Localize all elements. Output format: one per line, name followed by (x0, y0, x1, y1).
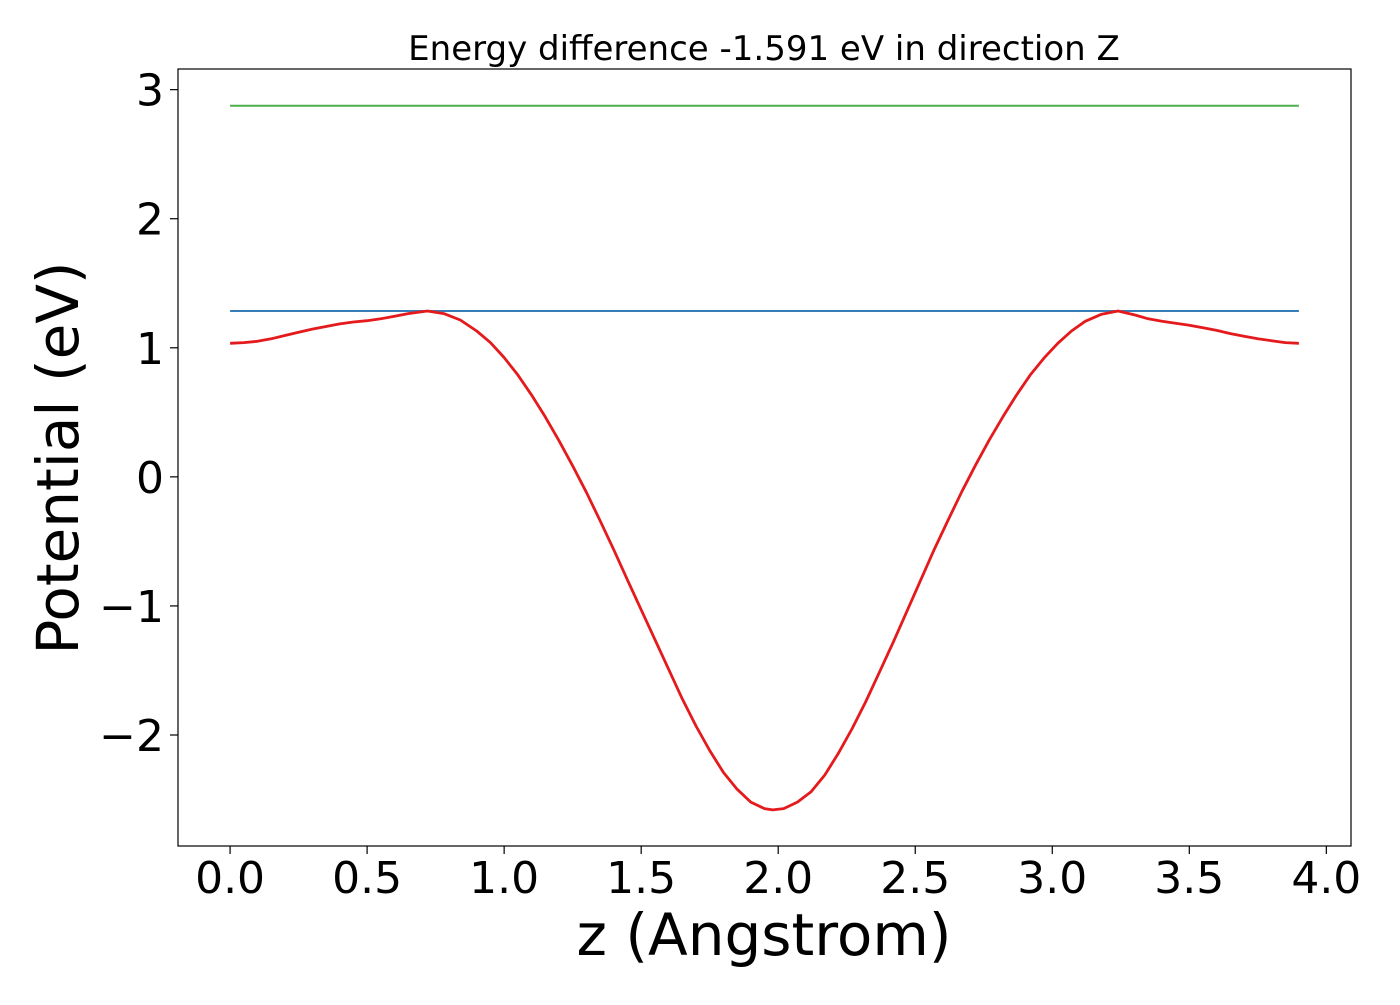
series-line-potential (230, 309, 1299, 812)
y-tick-label: 0 (136, 453, 164, 504)
x-tick-label: 1.5 (606, 853, 676, 904)
x-axis-label: z (Angstrom) (577, 901, 952, 969)
y-axis-label: Potential (eV) (24, 261, 92, 654)
x-tick-label: 3.5 (1154, 853, 1224, 904)
y-tick-label: 1 (136, 324, 164, 375)
y-axis: −2 −1 0 1 2 3 (99, 66, 178, 762)
plot-area (230, 104, 1299, 812)
y-tick-label: 2 (136, 195, 164, 246)
x-tick-label: 0.5 (332, 853, 402, 904)
x-tick-label: 4.0 (1291, 853, 1361, 904)
x-tick-label: 2.0 (743, 853, 813, 904)
x-tick-label: 1.0 (469, 853, 539, 904)
x-tick-label: 2.5 (880, 853, 950, 904)
x-axis: 0.0 0.5 1.0 1.5 2.0 2.5 3.0 3.5 4.0 (195, 846, 1361, 904)
chart-title: Energy difference -1.591 eV in direction… (408, 29, 1120, 69)
axes-frame (177, 68, 1352, 847)
x-tick-label: 0.0 (195, 853, 265, 904)
y-tick-label: −1 (99, 582, 164, 633)
x-tick-label: 3.0 (1017, 853, 1087, 904)
y-tick-label: 3 (136, 66, 164, 117)
y-tick-label: −2 (99, 711, 164, 762)
